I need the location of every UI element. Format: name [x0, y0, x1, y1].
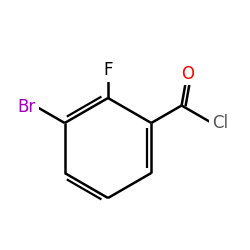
Text: O: O: [181, 65, 194, 83]
Text: Cl: Cl: [212, 114, 228, 132]
Text: Br: Br: [18, 98, 36, 116]
Text: F: F: [103, 61, 113, 79]
